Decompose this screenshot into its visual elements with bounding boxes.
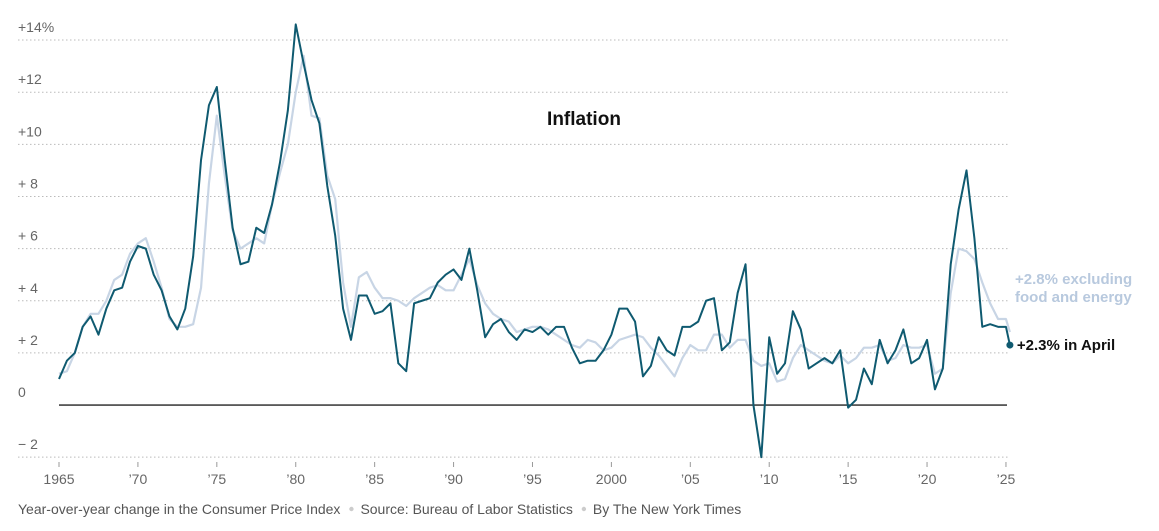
lines: [58, 23, 1014, 459]
chart-title: Inflation: [547, 109, 621, 130]
x-tick-label: ’15: [839, 471, 858, 487]
series-line: [58, 23, 1011, 459]
y-tick-label: + 2: [18, 332, 38, 348]
x-tick-label: ’25: [997, 471, 1016, 487]
series-line: [58, 54, 1011, 383]
end-label: +2.3% in April: [1017, 337, 1115, 354]
labels: − 2 0 + 2 + 4 + 6 + 8 +10 +12 +14% 1965 ’70 ’75 ’80 ’…: [18, 19, 1132, 487]
x-tick-label: ’05: [681, 471, 700, 487]
y-tick-label: + 4: [18, 280, 38, 296]
footer-text: Source: Bureau of Labor Statistics: [360, 501, 572, 517]
y-tick-label: − 2: [18, 436, 38, 452]
x-tick-label: 1965: [43, 471, 74, 487]
separator: [349, 506, 354, 512]
footer-text: Year-over-year change in the Consumer Pr…: [18, 501, 340, 517]
y-tick-label: + 8: [18, 175, 38, 191]
x-tick-label: ’75: [207, 471, 226, 487]
grid: [18, 39, 1008, 467]
end-label: +2.8% excluding: [1015, 271, 1132, 288]
x-tick-label: ’80: [286, 471, 305, 487]
x-tick-label: ’90: [444, 471, 463, 487]
x-tick-label: ’70: [129, 471, 148, 487]
y-tick-label: 0: [18, 384, 26, 400]
end-label: food and energy: [1015, 289, 1132, 306]
x-tick-label: ’85: [365, 471, 384, 487]
separator: [581, 506, 587, 512]
y-tick-label: +10: [18, 123, 42, 139]
y-tick-label: + 6: [18, 228, 38, 244]
x-tick-label: 2000: [596, 471, 627, 487]
x-tick-label: ’10: [760, 471, 779, 487]
x-tick-label: ’95: [523, 471, 542, 487]
footer: Year-over-year change in the Consumer Pr…: [18, 501, 741, 517]
end-dot: [1006, 341, 1014, 349]
footer-text: By The New York Times: [593, 501, 741, 517]
y-tick-label: +14%: [18, 19, 54, 35]
x-tick-label: ’20: [918, 471, 937, 487]
y-tick-label: +12: [18, 71, 42, 87]
